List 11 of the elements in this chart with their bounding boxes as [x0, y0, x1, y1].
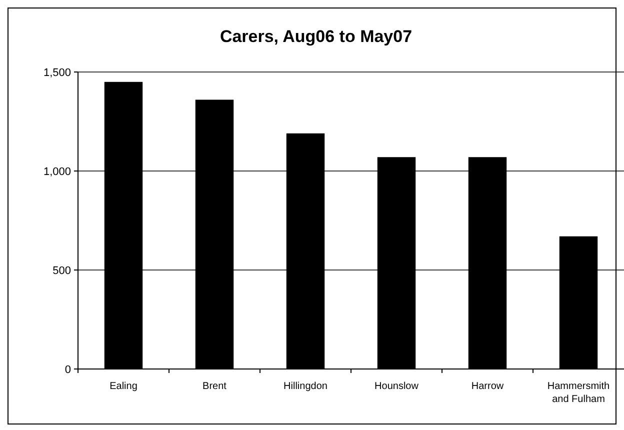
y-tick-label: 500 — [52, 264, 71, 277]
y-tick-label: 0 — [64, 364, 71, 376]
x-tick-label: Hounslow — [374, 381, 420, 392]
x-tick-label: Brent — [202, 381, 227, 392]
x-tick-label: Harrow — [471, 381, 504, 392]
chart-title: Carers, Aug06 to May07 — [220, 27, 412, 46]
x-tick-label: Hammersmith and Fulham — [547, 381, 610, 405]
y-tick-label: 1,500 — [43, 66, 71, 79]
x-tick-label: Ealing — [110, 381, 138, 392]
y-tick-label: 1,000 — [43, 166, 71, 178]
x-tick-label: Hillingdon — [284, 381, 328, 392]
